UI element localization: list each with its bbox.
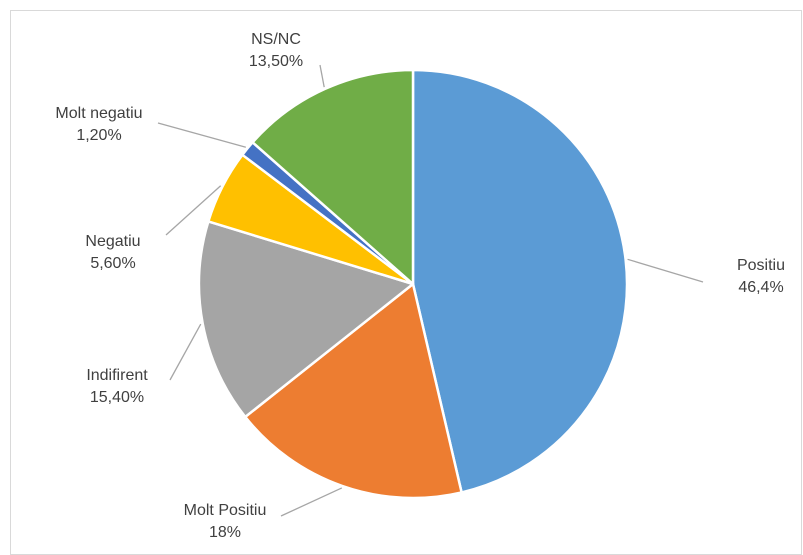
slice-value-positiu: 46,4% [738,279,783,296]
slice-name-ns-nc: NS/NC [251,31,301,48]
slice-indifirent [197,220,415,419]
slice-name-indifirent: Indifirent [86,367,148,384]
slice-value-ns-nc: 13,50% [249,53,303,70]
slice-positiu [411,68,629,494]
slice-name-molt-negatiu: Molt negatiu [55,105,142,122]
slice-value-indifirent: 15,40% [90,389,144,406]
slice-ns-nc [251,68,415,286]
slice-molt-positiu [244,282,463,500]
slice-name-molt-positiu: Molt Positiu [184,502,267,519]
leader-line-indifirent [169,323,202,381]
slice-name-negatiu: Negatiu [85,233,140,250]
pie-labels: Positiu 46,4% Molt Positiu 18% Indifirent 15,… [55,31,785,541]
pie-slices [197,68,629,500]
leader-line-molt-negatiu [157,122,247,148]
leader-line-negatiu [165,185,222,236]
leader-line-molt-positiu [280,487,343,517]
slice-value-negatiu: 5,60% [90,255,135,272]
slice-value-molt-negatiu: 1,20% [76,127,121,144]
leader-line-positiu [627,258,704,283]
leader-line-ns-nc [319,64,325,88]
slice-value-molt-positiu: 18% [209,524,241,541]
slice-name-positiu: Positiu [737,257,785,274]
